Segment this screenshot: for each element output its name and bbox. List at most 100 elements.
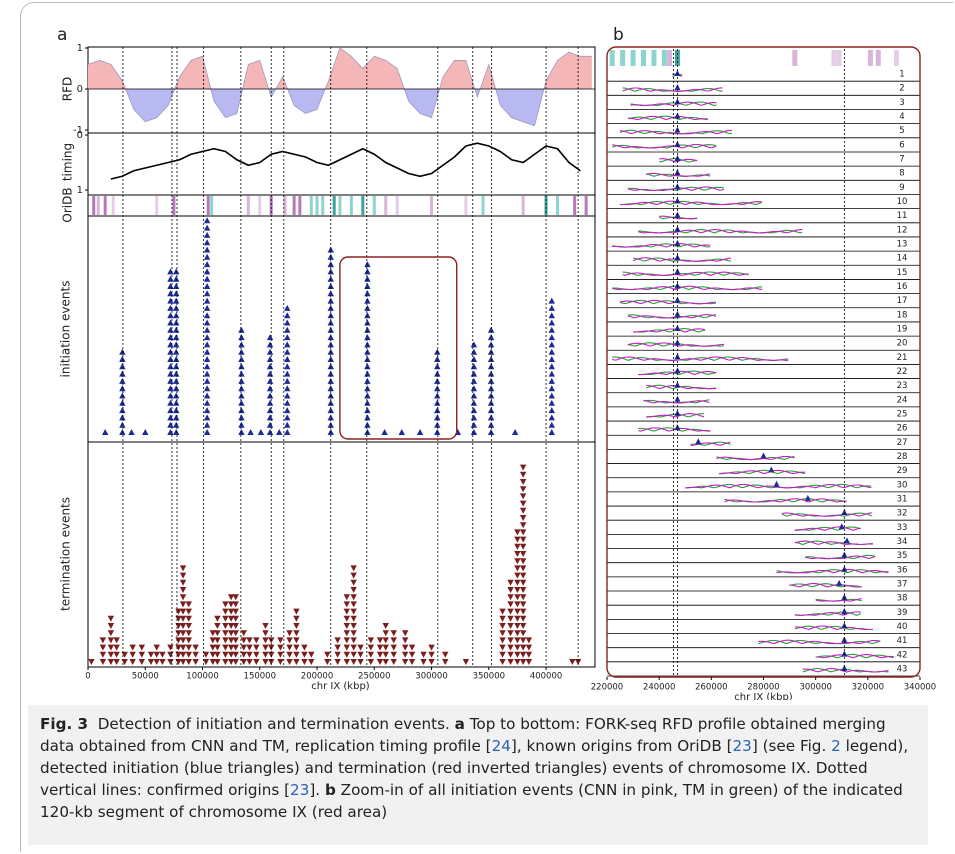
origin-marker [674, 225, 681, 232]
termination-column [519, 464, 527, 665]
initiation-column [101, 429, 109, 435]
row-label: 7 [899, 155, 904, 165]
row-label: 23 [897, 381, 908, 391]
termination-column [324, 651, 331, 665]
oridb-origin [556, 196, 560, 215]
cnn-trace [646, 413, 705, 418]
origin-marker [760, 452, 767, 459]
termination-column [185, 601, 192, 665]
initiation-column [167, 268, 174, 435]
row-label: 11 [897, 211, 908, 221]
x-axis-label: chr IX (kbp) [311, 681, 369, 692]
termination-column [525, 637, 533, 665]
oridb-origin [246, 196, 250, 215]
oridb-origin [384, 196, 388, 215]
row-label: 19 [897, 325, 908, 335]
initiation-column [381, 429, 388, 435]
row-label: 43 [897, 664, 908, 674]
caption-bold: a [454, 715, 465, 733]
row-label: 30 [897, 480, 908, 490]
x-tick-label: 0 [85, 672, 90, 682]
oridb-origin [894, 50, 900, 66]
termination-column [286, 630, 293, 665]
row-label: 13 [897, 240, 908, 250]
cnn-trace [724, 498, 847, 503]
cnn-trace [659, 215, 698, 220]
row-label: 21 [897, 353, 908, 363]
oridb-origin [573, 196, 577, 215]
termination-column [99, 637, 107, 665]
tm-trace [612, 356, 789, 361]
oridb-origin [667, 50, 673, 66]
oridb-origin [292, 196, 296, 215]
termination-column [301, 644, 308, 665]
termination-column [442, 651, 449, 665]
cnn-trace [619, 129, 733, 135]
termination-column [514, 529, 521, 665]
origin-marker [804, 494, 811, 501]
termination-column [246, 637, 253, 665]
cnn-trace [627, 115, 708, 121]
oridb-origin [630, 50, 636, 66]
row-label: 33 [897, 523, 908, 533]
row-label: 3 [899, 98, 904, 108]
termination-column [227, 594, 235, 665]
row-label: 34 [897, 537, 908, 547]
oridb-origin [584, 196, 588, 215]
oridb-origin [269, 196, 273, 215]
caption-plain: legend), detected initiation (blue trian… [40, 737, 914, 799]
y-tick-label: 0 [77, 130, 83, 141]
termination-column [376, 637, 384, 665]
origin-marker [674, 353, 681, 360]
caption-link[interactable]: 24 [491, 737, 511, 755]
tm-trace [794, 526, 861, 531]
initiation-column [284, 304, 291, 435]
cnn-trace [612, 356, 789, 361]
row-label: 32 [897, 509, 908, 519]
termination-column [420, 651, 427, 665]
initiation-column [364, 261, 371, 435]
origin-marker [836, 579, 843, 586]
oridb-origin [258, 196, 262, 215]
caption-link[interactable]: 23 [732, 737, 752, 755]
x-tick-label: 300000 [799, 683, 831, 693]
origin-marker [843, 537, 850, 544]
initiation-column [128, 429, 135, 435]
caption-link[interactable]: 23 [290, 781, 310, 799]
caption-link[interactable]: 2 [831, 737, 841, 755]
initiation-column [548, 297, 555, 435]
oridb-origin [103, 196, 107, 215]
termination-column [209, 630, 217, 665]
oridb-origin [481, 196, 485, 215]
origin-marker [695, 438, 702, 445]
row-label: 15 [897, 268, 908, 278]
origin-marker [674, 197, 681, 204]
initiation-column [398, 429, 405, 435]
termination-column [202, 651, 210, 665]
termination-column [159, 651, 166, 665]
figure-frame [20, 2, 953, 852]
origin-marker [773, 480, 780, 487]
y-axis-label: RFD [61, 77, 75, 101]
caption-plain: Top to bottom: FORK-seq RFD profile obta… [40, 715, 891, 755]
initiation-column [487, 326, 495, 435]
initiation-column [247, 429, 254, 435]
row-label: 12 [897, 225, 908, 235]
origin-marker [841, 509, 848, 516]
rfd-fill-positive [88, 48, 592, 89]
row-label: 35 [897, 551, 908, 561]
row-label: 9 [899, 183, 904, 193]
oridb-origin [155, 196, 159, 215]
oridb-origin [309, 196, 313, 215]
origin-marker [674, 112, 681, 119]
termination-column [232, 594, 239, 665]
termination-column [222, 601, 229, 665]
tm-trace [638, 427, 711, 432]
initiation-column [203, 217, 211, 435]
row-label: 10 [897, 197, 908, 207]
initiation-column [327, 246, 334, 435]
initiation-column [266, 334, 274, 435]
row-label: 39 [897, 608, 908, 618]
row-label: 17 [897, 296, 908, 306]
oridb-origin [372, 196, 376, 215]
